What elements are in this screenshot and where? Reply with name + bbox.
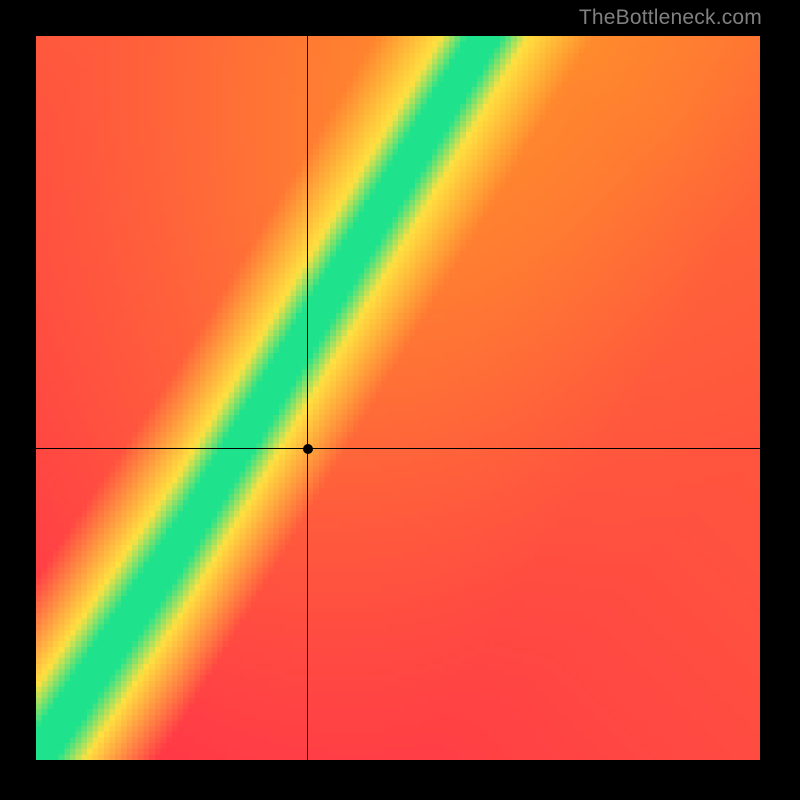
crosshair-horizontal xyxy=(36,448,760,449)
bottleneck-heatmap xyxy=(36,36,760,760)
chart-container: TheBottleneck.com xyxy=(0,0,800,800)
crosshair-dot xyxy=(303,444,313,454)
crosshair-vertical xyxy=(307,36,308,760)
watermark-text: TheBottleneck.com xyxy=(579,6,762,30)
